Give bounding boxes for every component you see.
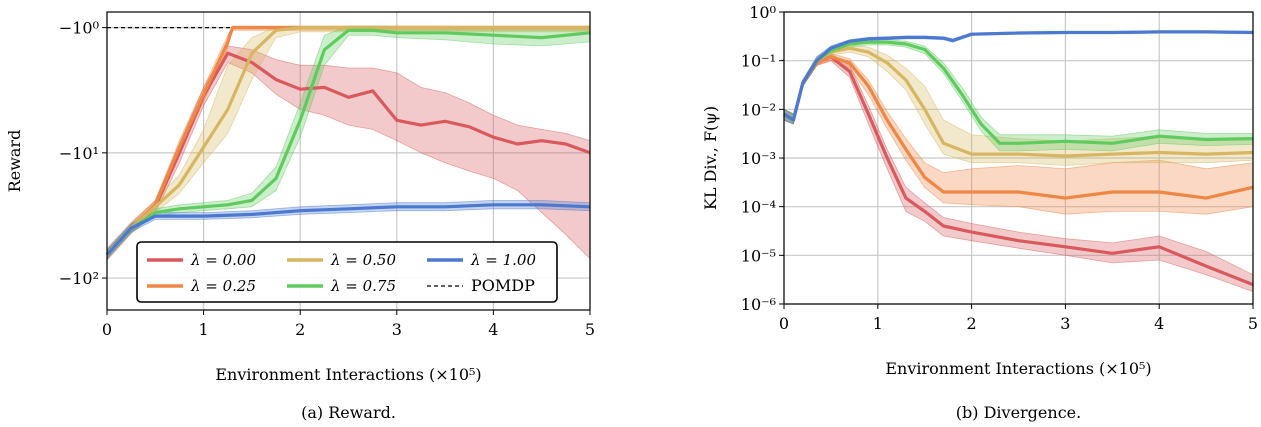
reward-x-ticks: 0 1 2 3 4 5 — [102, 310, 595, 339]
divergence-chart: 0 1 2 3 4 5 10⁰ 10⁻¹ 10⁻² 10⁻³ 10⁻⁴ 10⁻⁵ 10⁻⁶ Envir… — [701, 3, 1258, 422]
reward-chart: 0 1 2 3 4 5 −10⁰ −10¹ −10² Environment Interact… — [5, 11, 595, 422]
y-tick-label: 10⁻² — [741, 100, 776, 119]
x-tick-label: 4 — [1154, 314, 1164, 333]
y-tick-label: −10⁰ — [59, 19, 99, 38]
legend-label-pomdp: POMDP — [471, 276, 535, 295]
series-line-0.75 — [783, 40, 1254, 145]
legend: λ = 0.00 λ = 0.50 λ = 1.00 λ = 0.25 λ = 0.75… — [136, 241, 558, 303]
reward-y-axis-label: Reward — [5, 130, 24, 193]
series-line-1.00 — [783, 30, 1254, 122]
legend-box — [136, 241, 558, 303]
series-line-0.00 — [105, 51, 591, 256]
legend-label-0.00: λ = 0.00 — [190, 251, 256, 269]
reward-caption: (a) Reward. — [301, 403, 396, 422]
x-tick-label: 3 — [1060, 314, 1070, 333]
x-tick-label: 2 — [967, 314, 977, 333]
series-line-0.50 — [105, 26, 590, 256]
legend-label-0.75: λ = 0.75 — [330, 277, 396, 295]
y-tick-label: 10⁻¹ — [741, 52, 776, 71]
divergence-x-ticks: 0 1 2 3 4 5 — [779, 304, 1258, 333]
divergence-caption: (b) Divergence. — [956, 403, 1081, 422]
divergence-x-axis-label: Environment Interactions (×10⁵) — [885, 359, 1151, 378]
legend-label-0.50: λ = 0.50 — [330, 251, 396, 269]
divergence-series-lines — [783, 30, 1254, 287]
x-tick-label: 1 — [873, 314, 883, 333]
reward-series-lines — [105, 26, 591, 256]
y-tick-label: 10⁻³ — [741, 149, 776, 168]
y-tick-label: −10² — [59, 269, 99, 288]
series-line-0.75 — [105, 28, 591, 256]
x-tick-label: 5 — [585, 320, 595, 339]
y-tick-label: 10⁻⁴ — [741, 198, 776, 217]
y-tick-label: 10⁻⁶ — [741, 295, 776, 314]
y-tick-label: 10⁻⁵ — [741, 246, 776, 265]
reward-y-ticks: −10⁰ −10¹ −10² — [59, 19, 107, 288]
y-tick-label: 10⁰ — [749, 3, 776, 22]
x-tick-label: 3 — [392, 320, 402, 339]
x-tick-label: 4 — [488, 320, 498, 339]
x-tick-label: 2 — [295, 320, 305, 339]
reward-plot-frame — [106, 11, 591, 311]
series-line-1.00 — [105, 203, 591, 256]
divergence-y-axis-label: KL Div., F(ψ) — [701, 106, 720, 210]
x-tick-label: 1 — [199, 320, 209, 339]
legend-label-1.00: λ = 1.00 — [470, 251, 536, 269]
band-0.75 — [783, 39, 1254, 152]
reward-x-axis-label: Environment Interactions (×10⁵) — [215, 365, 481, 384]
x-tick-label: 5 — [1248, 314, 1258, 333]
legend-label-0.25: λ = 0.25 — [190, 277, 256, 295]
divergence-y-ticks: 10⁰ 10⁻¹ 10⁻² 10⁻³ 10⁻⁴ 10⁻⁵ 10⁻⁶ — [741, 3, 784, 314]
y-tick-label: −10¹ — [59, 144, 99, 163]
x-tick-label: 0 — [102, 320, 112, 339]
x-tick-label: 0 — [779, 314, 789, 333]
